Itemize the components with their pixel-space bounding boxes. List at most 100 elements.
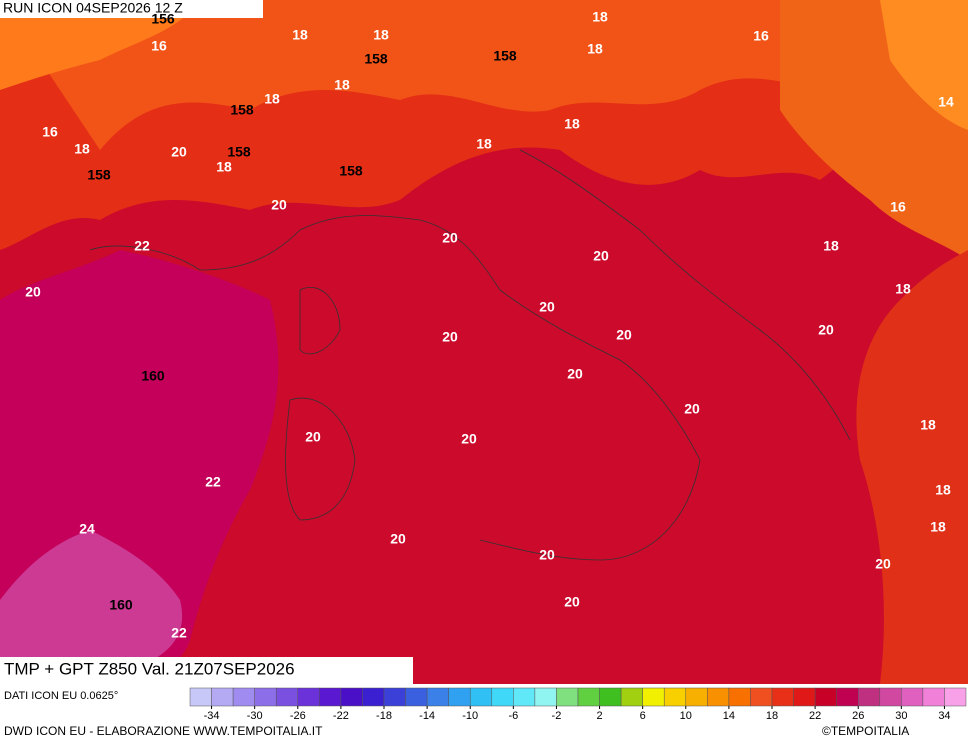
- orange-band: [0, 0, 968, 150]
- colorbar-swatch: [469, 687, 493, 707]
- colorbar-swatch: [405, 687, 428, 707]
- geopotential-label: 160: [109, 597, 133, 613]
- colorbar-swatch: [922, 687, 945, 707]
- colorbar-swatch: [685, 687, 708, 707]
- temperature-label: 22: [171, 625, 187, 641]
- temperature-label: 18: [216, 159, 232, 175]
- run-label: RUN ICON 04SEP2026 12 Z: [3, 0, 183, 16]
- colorbar-swatch: [319, 687, 342, 707]
- temperature-label: 20: [442, 329, 458, 345]
- colorbar-swatch: [642, 687, 665, 707]
- temperature-label: 14: [938, 94, 954, 110]
- temperature-label: 20: [25, 284, 41, 300]
- temperature-label: 18: [476, 136, 492, 152]
- temperature-label: 20: [442, 230, 458, 246]
- colorbar-swatch: [663, 687, 687, 707]
- temperature-label: 18: [264, 91, 280, 107]
- title-box: [0, 657, 413, 684]
- temperature-label: 24: [79, 521, 95, 537]
- temperature-label: 20: [271, 197, 287, 213]
- geopotential-label: 158: [493, 48, 517, 64]
- colorbar-swatch: [491, 687, 514, 707]
- colorbar-tick-label: 2: [596, 710, 602, 722]
- temperature-label: 22: [205, 474, 221, 490]
- colorbar-swatch: [448, 687, 471, 707]
- temperature-label: 20: [875, 556, 891, 572]
- colorbar-tick-label: -30: [247, 710, 263, 722]
- temperature-label: 20: [171, 144, 187, 160]
- colorbar-tick-label: 6: [640, 710, 646, 722]
- geopotential-label: 158: [87, 167, 111, 183]
- colorbar-tick-label: 18: [766, 710, 778, 722]
- resolution: DATI ICON EU 0.0625°: [4, 690, 118, 702]
- colorbar-tick-label: 22: [809, 710, 821, 722]
- temperature-label: 16: [753, 28, 769, 44]
- colorbar-swatch: [189, 687, 212, 707]
- colorbar-swatch: [275, 687, 299, 707]
- coastlines: [89, 149, 851, 561]
- temperature-label: 20: [390, 531, 406, 547]
- hottest-area: [0, 530, 183, 684]
- colorbar-tick-label: -22: [333, 710, 349, 722]
- temperature-label: 20: [305, 429, 321, 445]
- temperature-label: 18: [373, 27, 389, 43]
- temperature-label: 18: [564, 116, 580, 132]
- temperature-label: 20: [539, 299, 555, 315]
- copyright: ©TEMPOITALIA: [822, 724, 909, 738]
- temperature-label: 20: [539, 547, 555, 563]
- temperature-label: 20: [564, 594, 580, 610]
- colorbar-swatch: [836, 687, 859, 707]
- temperature-label: 20: [616, 327, 632, 343]
- colorbar-swatch: [426, 687, 449, 707]
- header-box: [0, 0, 263, 18]
- colorbar: -34 -30 -26 -22 -18 -14 -10 -6 -2 2 6 10 14 18 22 26 30 3…: [189, 687, 967, 722]
- colorbar-swatch: [383, 687, 406, 707]
- colorbar-swatch: [599, 687, 622, 707]
- temperature-label: 18: [895, 281, 911, 297]
- colorbar-tick-label: -6: [508, 710, 518, 722]
- temperature-label: 18: [74, 141, 90, 157]
- cool-area: [0, 0, 260, 90]
- temperature-label: 20: [593, 248, 609, 264]
- temperature-label: 18: [587, 41, 603, 57]
- temperature-label: 16: [151, 38, 167, 54]
- east-cool: [880, 0, 968, 130]
- temperature-label: 20: [567, 366, 583, 382]
- colorbar-tick-label: -10: [462, 710, 478, 722]
- colorbar-swatch: [620, 687, 643, 707]
- colorbar-swatch: [254, 687, 277, 707]
- colorbar-swatch: [362, 687, 385, 707]
- colorbar-swatch: [513, 687, 536, 707]
- colorbar-swatch: [297, 687, 320, 707]
- colorbar-swatch: [879, 687, 902, 707]
- colorbar-swatch: [232, 687, 255, 707]
- colorbar-swatch: [707, 687, 730, 707]
- colorbar-swatch: [814, 687, 837, 707]
- colorbar-swatch: [534, 687, 557, 707]
- colorbar-tick-label: -26: [290, 710, 306, 722]
- temperature-label: 22: [134, 238, 150, 254]
- colorbar-tick-label: -18: [376, 710, 392, 722]
- colorbar-swatch: [901, 687, 924, 707]
- temperature-label: 18: [592, 9, 608, 25]
- credits: DWD ICON EU - ELABORAZIONE WWW.TEMPOITAL…: [4, 724, 323, 738]
- colorbar-tick-label: -14: [419, 710, 435, 722]
- colorbar-swatch: [944, 687, 967, 707]
- colorbar-tick-label: 26: [852, 710, 864, 722]
- geopotential-label: 156: [151, 11, 175, 27]
- temperature-label: 18: [930, 519, 946, 535]
- contour-labels: 18 16 18 18 16 18 18 18 14 16 18 20 18 18 18 20 16 22 20 20…: [25, 9, 954, 641]
- map-title: TMP + GPT Z850 Val. 21Z07SEP2026: [4, 659, 295, 678]
- temperature-label: 18: [823, 238, 839, 254]
- map: [0, 0, 968, 684]
- temperature-label: 16: [890, 199, 906, 215]
- colorbar-tick-label: 14: [723, 710, 735, 722]
- colorbar-swatch: [750, 687, 773, 707]
- colorbar-tick-label: -34: [204, 710, 220, 722]
- temperature-label: 18: [292, 27, 308, 43]
- colorbar-swatch: [728, 687, 751, 707]
- colorbar-tick-label: 10: [680, 710, 692, 722]
- temperature-label: 18: [334, 77, 350, 93]
- geopotential-label: 160: [141, 368, 165, 384]
